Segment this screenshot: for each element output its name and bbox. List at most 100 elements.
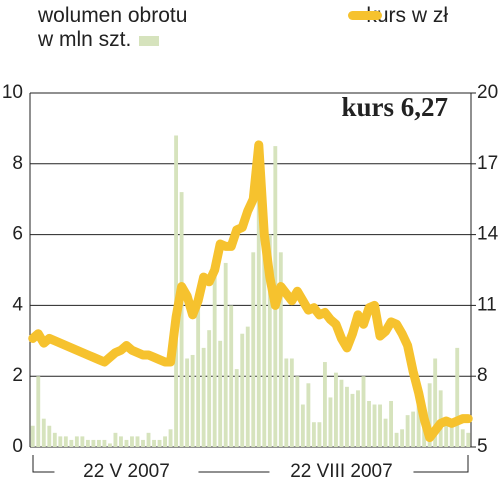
bar: [466, 432, 471, 447]
bar: [157, 439, 162, 447]
y-tick-label: 6: [12, 224, 23, 245]
bar: [234, 369, 239, 447]
legend-label: wolumen obrotu w mln szt.: [38, 4, 188, 51]
bar: [361, 376, 366, 447]
bar: [135, 436, 140, 447]
bar: [218, 340, 223, 447]
bar: [152, 439, 156, 447]
x-bracket: [32, 455, 469, 473]
y-tick-label: 0: [12, 436, 23, 457]
bar: [146, 432, 151, 447]
bar: [455, 347, 460, 447]
bar: [80, 436, 85, 447]
bar: [367, 400, 371, 447]
bar: [52, 432, 57, 447]
bar: [322, 362, 327, 447]
bar: [334, 372, 338, 447]
bar: [229, 305, 234, 447]
bar: [339, 379, 344, 447]
bar: [113, 432, 118, 447]
bar: [41, 418, 46, 447]
bar: [141, 439, 145, 447]
bar: [460, 429, 465, 447]
bar: [356, 390, 360, 447]
bar: [185, 358, 190, 447]
x-tick-label: 22 VIII 2007: [290, 461, 392, 482]
bar: [201, 347, 206, 447]
bar: [383, 418, 388, 447]
y-tick-label: 10: [2, 82, 23, 103]
y-tick-label: 4: [12, 294, 23, 315]
bar: [212, 266, 217, 447]
bar: [69, 439, 74, 447]
bar: [63, 436, 68, 447]
bar: [223, 262, 228, 447]
bar: [433, 358, 438, 447]
bar: [405, 415, 410, 447]
bar: [444, 422, 449, 447]
bar: [345, 386, 349, 447]
bar: [124, 439, 129, 447]
bar: [300, 404, 305, 447]
bar: [85, 439, 90, 447]
bar: [58, 436, 63, 447]
bar: [372, 404, 377, 447]
bar: [378, 404, 382, 447]
bar: [251, 252, 256, 447]
bar: [196, 291, 201, 447]
y2-tick-label: 17: [477, 153, 498, 174]
bar: [295, 376, 300, 447]
y-tick-label: 2: [12, 365, 23, 386]
price-line: [28, 140, 473, 443]
y2-tick-label: 20: [477, 82, 498, 103]
bar: [427, 383, 432, 447]
bar: [328, 397, 333, 447]
bar: [411, 411, 416, 447]
bar: [394, 432, 399, 447]
bar: [168, 429, 173, 447]
bar: [130, 436, 134, 447]
bar: [311, 422, 316, 447]
bar: [36, 376, 41, 447]
y2-tick-label: 5: [477, 436, 488, 457]
bar: [284, 358, 289, 447]
bar: [179, 192, 184, 447]
bar: [190, 354, 195, 447]
annotation: kurs 6,27: [341, 92, 448, 122]
bar: [119, 436, 123, 447]
bar: [74, 436, 79, 447]
bar: [245, 326, 250, 447]
bar: [449, 425, 454, 447]
legend-label: kurs w zł: [366, 4, 448, 27]
bar: [102, 439, 107, 447]
y2-tick-label: 11: [477, 294, 497, 315]
bar: [47, 425, 52, 447]
legend-price: kurs w zł: [348, 4, 448, 28]
bar: [174, 135, 179, 448]
y2-tick-label: 14: [477, 224, 499, 245]
label-bg: [269, 460, 414, 484]
bar: [278, 252, 283, 447]
bar: [163, 436, 167, 447]
bar: [317, 422, 322, 447]
bar: [400, 429, 405, 447]
bar: [207, 330, 212, 447]
bar: [416, 404, 421, 447]
bar: [30, 425, 35, 447]
bar: [389, 400, 393, 447]
bar: [267, 234, 272, 447]
y2-tick-label: 8: [477, 365, 488, 386]
bar: [240, 333, 245, 447]
label-bg: [54, 460, 199, 484]
bar: [256, 177, 261, 447]
bar: [91, 439, 96, 447]
bar: [96, 439, 101, 447]
bar: [108, 443, 112, 447]
legend-volume: wolumen obrotu w mln szt.: [38, 4, 198, 52]
bar: [289, 358, 294, 447]
legend-swatch: [139, 36, 160, 46]
y-tick-label: 8: [12, 153, 23, 174]
bar: [262, 223, 267, 447]
